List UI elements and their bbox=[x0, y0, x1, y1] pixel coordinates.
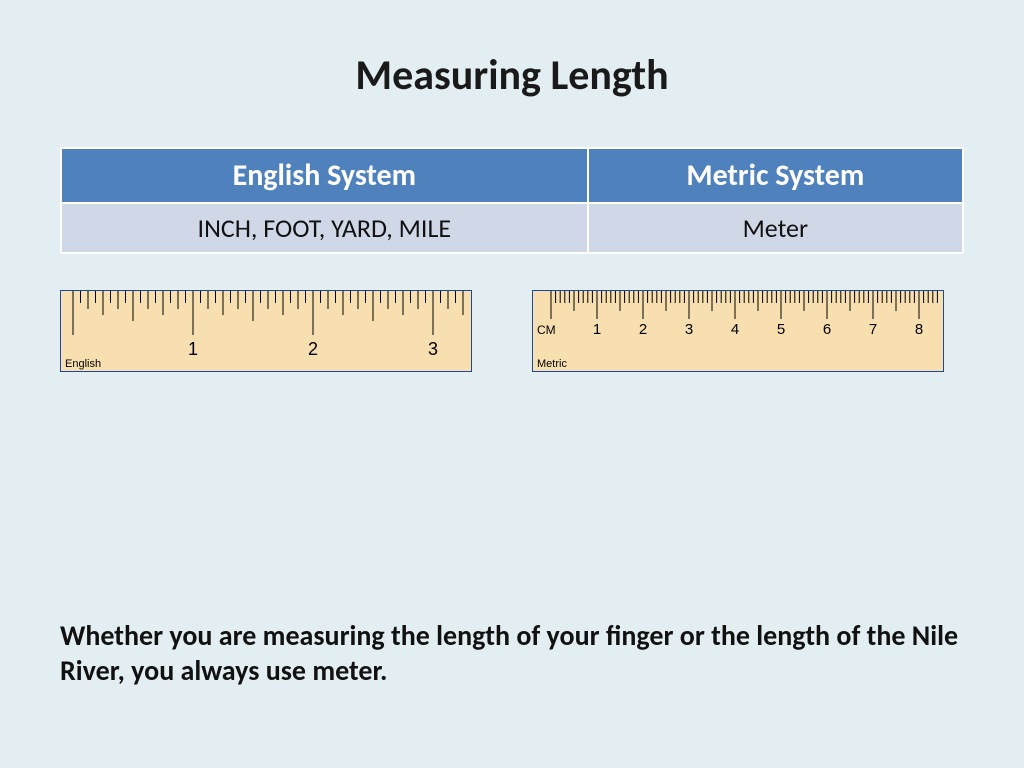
svg-text:3: 3 bbox=[685, 321, 693, 338]
systems-table: English System Metric System INCH, FOOT,… bbox=[60, 147, 964, 254]
english-ruler: 1 2 3 English bbox=[60, 290, 472, 372]
svg-text:5: 5 bbox=[777, 321, 785, 338]
svg-text:8: 8 bbox=[915, 321, 923, 338]
td-metric-units: Meter bbox=[588, 203, 963, 253]
footer-text: Whether you are measuring the length of … bbox=[60, 618, 964, 688]
svg-text:4: 4 bbox=[731, 321, 739, 338]
english-ruler-svg: 1 2 3 English bbox=[61, 291, 471, 371]
svg-text:2: 2 bbox=[308, 339, 318, 359]
page-title: Measuring Length bbox=[60, 50, 964, 101]
metric-ruler: CM 1 2 3 4 5 6 7 8 Metric bbox=[532, 290, 944, 372]
svg-text:1: 1 bbox=[188, 339, 198, 359]
svg-text:1: 1 bbox=[593, 321, 601, 338]
th-english: English System bbox=[61, 148, 588, 203]
metric-ruler-svg: CM 1 2 3 4 5 6 7 8 Metric bbox=[533, 291, 943, 371]
svg-text:3: 3 bbox=[428, 339, 438, 359]
svg-text:English: English bbox=[65, 358, 101, 370]
svg-text:7: 7 bbox=[869, 321, 877, 338]
rulers-row: 1 2 3 English CM 1 2 3 4 5 6 7 8 Metric bbox=[60, 290, 964, 372]
td-english-units: INCH, FOOT, YARD, MILE bbox=[61, 203, 588, 253]
svg-text:6: 6 bbox=[823, 321, 831, 338]
th-metric: Metric System bbox=[588, 148, 963, 203]
svg-text:CM: CM bbox=[537, 323, 556, 337]
svg-text:Metric: Metric bbox=[537, 358, 567, 370]
svg-text:2: 2 bbox=[639, 321, 647, 338]
